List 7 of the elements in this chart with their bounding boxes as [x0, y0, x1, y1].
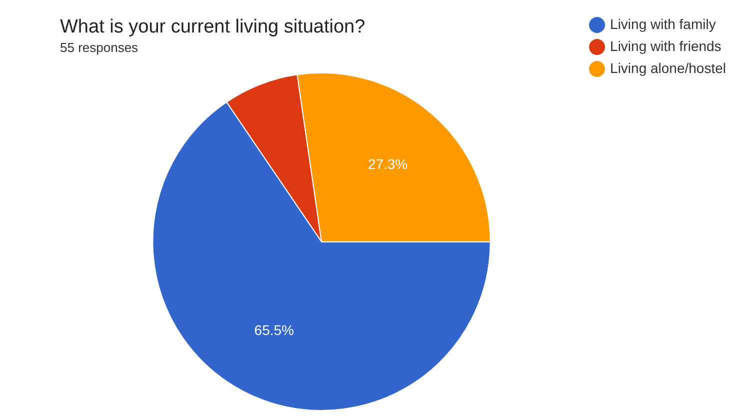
legend-label: Living with friends	[610, 38, 722, 54]
data-label: 27.3%	[368, 156, 408, 172]
legend-label: Living with family	[610, 16, 716, 32]
data-label: 65.5%	[254, 322, 294, 338]
chart-title: What is your current living situation?	[60, 16, 366, 38]
legend-label: Living alone/hostel	[610, 60, 726, 76]
text: 55 responses	[60, 40, 139, 56]
